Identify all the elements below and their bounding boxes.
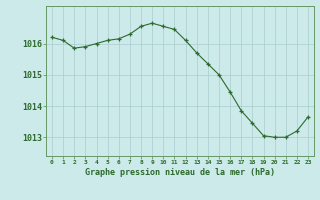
X-axis label: Graphe pression niveau de la mer (hPa): Graphe pression niveau de la mer (hPa) xyxy=(85,168,275,177)
